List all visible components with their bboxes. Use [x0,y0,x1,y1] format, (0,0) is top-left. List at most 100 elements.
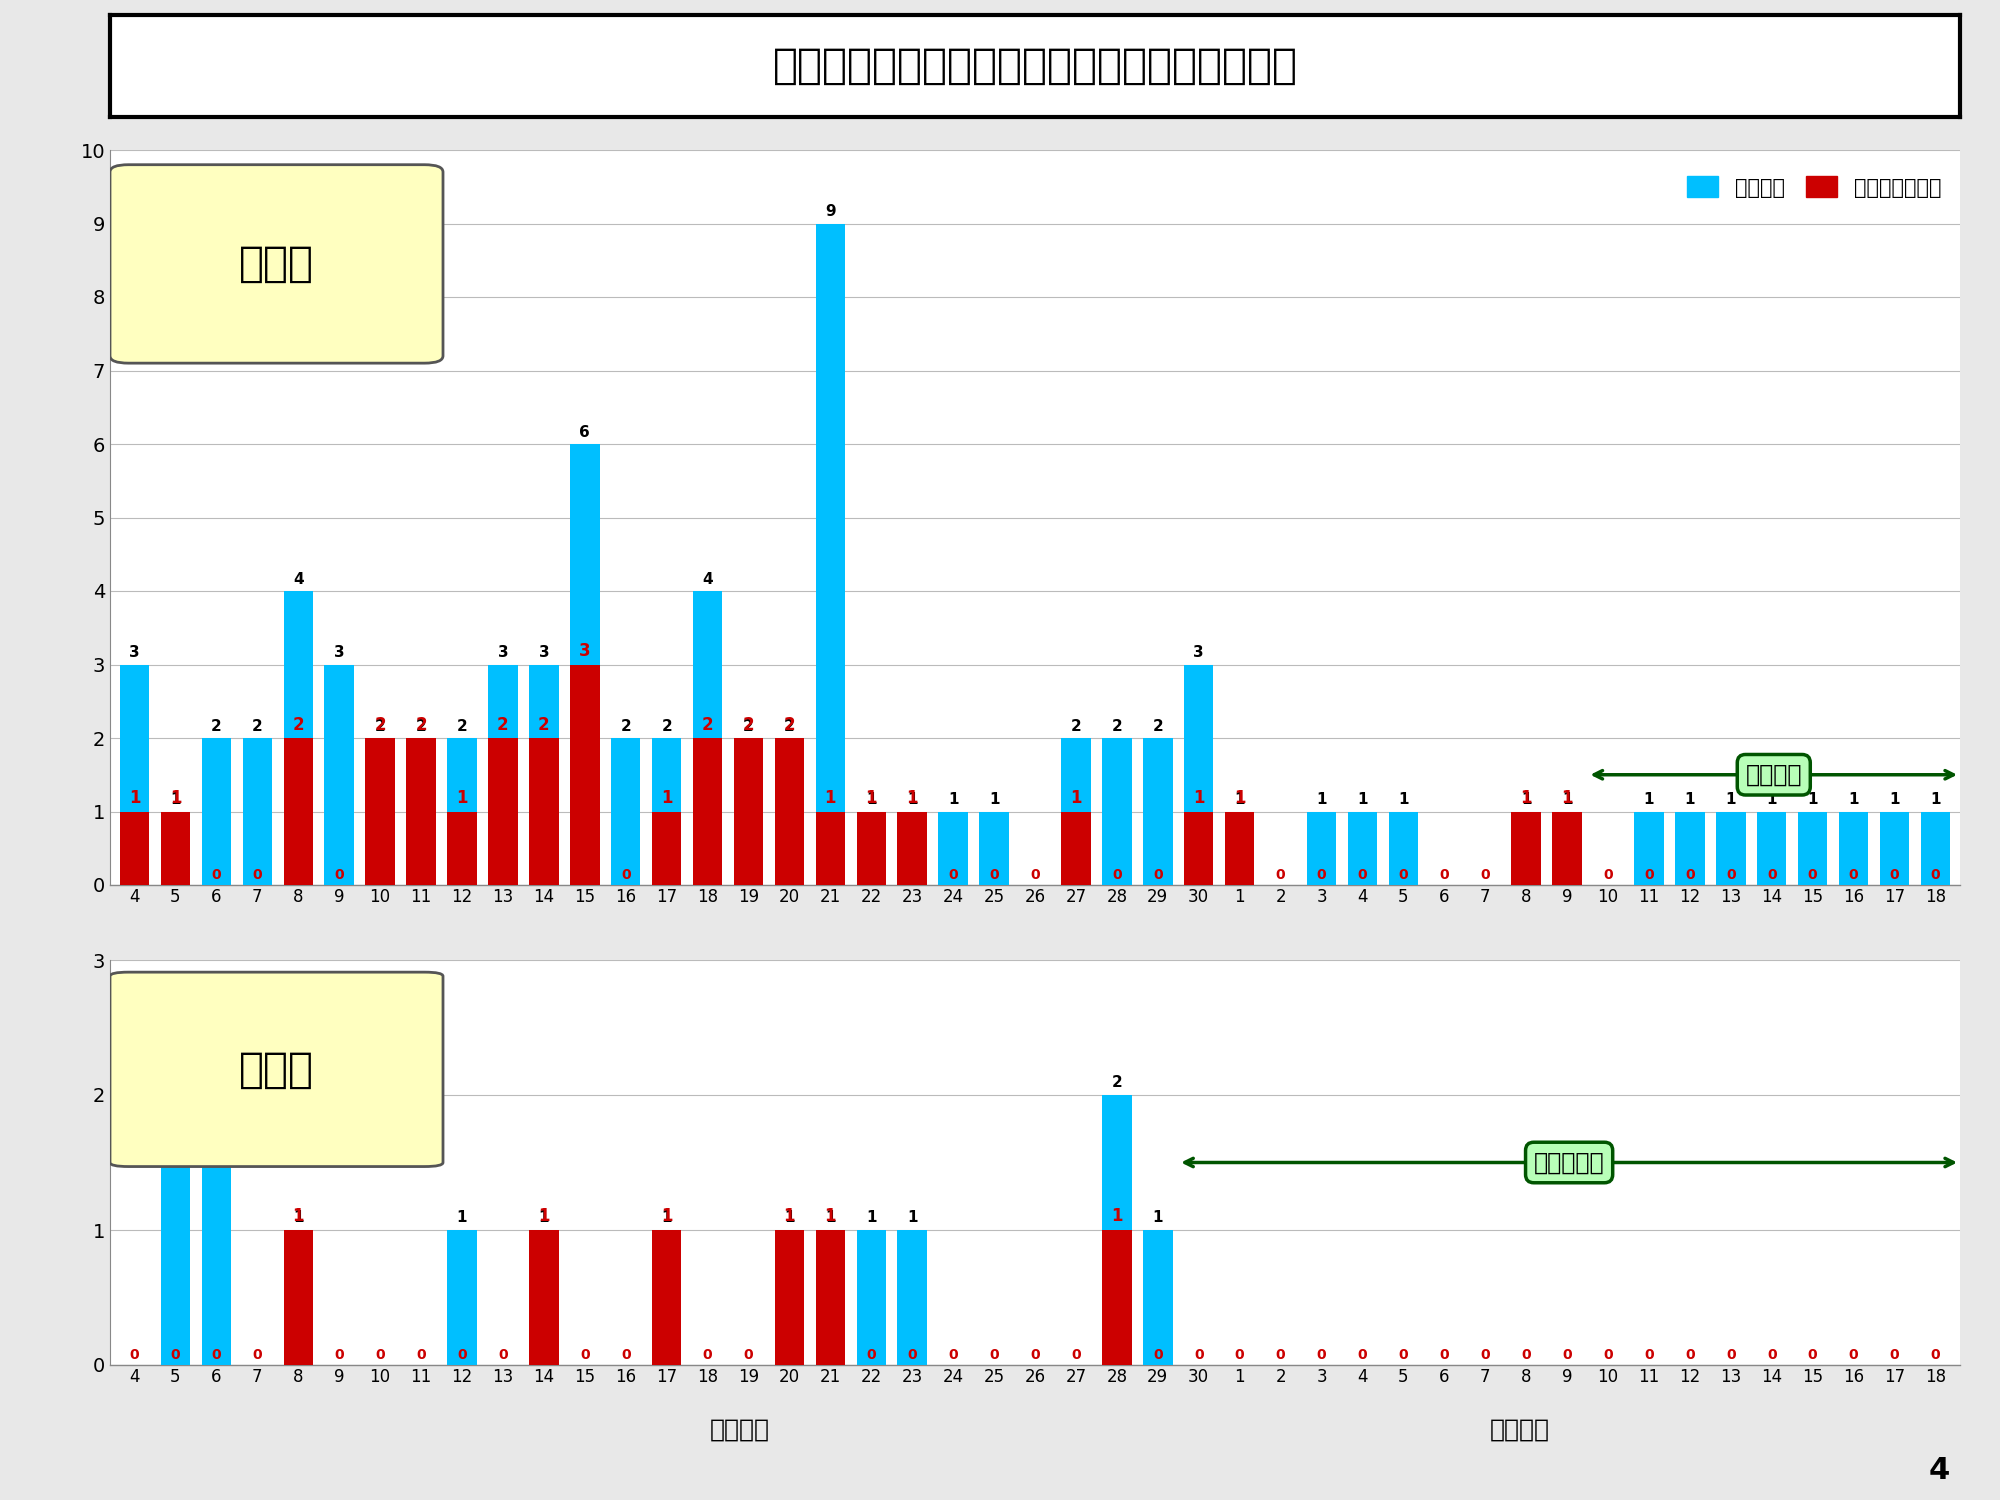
Text: 1: 1 [1644,792,1654,807]
Text: 0: 0 [948,868,958,882]
Text: 1: 1 [1152,1209,1164,1224]
Text: 1: 1 [784,1206,796,1224]
Bar [1184,664,1214,885]
Bar [774,1230,804,1365]
Bar [570,444,600,885]
Text: 9: 9 [826,204,836,219]
Text: 1: 1 [906,1209,918,1224]
Text: 1: 1 [1070,789,1082,807]
Text: 2: 2 [1112,1074,1122,1089]
Bar [1512,812,1540,885]
Text: 1: 1 [1726,792,1736,807]
Bar [120,812,150,885]
Text: 1: 1 [1316,792,1326,807]
Text: 0: 0 [1398,1347,1408,1362]
Text: 0: 0 [1030,1347,1040,1362]
Text: 1: 1 [906,792,918,807]
Text: 0: 0 [1398,868,1408,882]
Bar [856,812,886,885]
Text: 0: 0 [1686,1347,1694,1362]
Text: 0: 0 [170,1347,180,1362]
Text: 3: 3 [498,645,508,660]
Text: 2: 2 [742,716,754,734]
Text: 1: 1 [1520,792,1532,807]
Bar [816,1230,846,1365]
Text: 0: 0 [334,1347,344,1362]
Text: 0: 0 [416,1347,426,1362]
Bar [488,738,518,885]
Text: 0: 0 [1766,868,1776,882]
Text: 0: 0 [1316,868,1326,882]
Text: 1: 1 [784,1209,794,1224]
Bar [652,1230,682,1365]
Text: 0: 0 [1358,868,1368,882]
Text: 1: 1 [1112,1206,1122,1224]
Text: 2: 2 [620,718,632,734]
Text: 0: 0 [1766,1347,1776,1362]
Bar [284,738,314,885]
Text: ４　　月: ４ 月 [710,1418,770,1442]
Bar [406,738,436,885]
Text: 1: 1 [866,789,878,807]
Text: 0: 0 [252,868,262,882]
Bar [1512,812,1540,885]
Text: 0: 0 [1890,1347,1900,1362]
Bar [1184,812,1214,885]
Bar [1552,812,1582,885]
Bar [1062,738,1090,885]
Text: 1: 1 [1398,792,1408,807]
Bar [938,812,968,885]
Text: 1: 1 [538,1206,550,1224]
Text: 1: 1 [292,1206,304,1224]
Text: 2: 2 [170,1074,180,1089]
Text: 2: 2 [784,716,796,734]
Text: 0: 0 [1234,1347,1244,1362]
Bar [774,738,804,885]
Text: 0: 0 [908,1347,918,1362]
Text: 6: 6 [580,424,590,439]
Bar [242,738,272,885]
Text: 1: 1 [824,789,836,807]
Text: ５　　月: ５ 月 [1490,1418,1550,1442]
Bar [324,664,354,885]
Text: 2: 2 [212,718,222,734]
Bar [1306,812,1336,885]
Text: 2: 2 [1070,718,1082,734]
Text: 1: 1 [906,789,918,807]
Text: 0: 0 [1276,868,1286,882]
Bar [652,1230,682,1365]
Text: 0: 0 [1480,868,1490,882]
Bar [530,1230,558,1365]
Bar [120,664,150,885]
Text: ９日連続: ９日連続 [1746,762,1802,786]
Bar [160,812,190,885]
Text: 0: 0 [1358,1347,1368,1362]
Bar [160,812,190,885]
Bar [1348,812,1378,885]
Text: 1: 1 [866,792,876,807]
Text: 2: 2 [784,718,794,734]
Text: 0: 0 [1152,868,1162,882]
Text: 0: 0 [1808,1347,1818,1362]
Bar [406,738,436,885]
Text: 4: 4 [292,572,304,586]
Text: 0: 0 [1440,868,1450,882]
Text: 2: 2 [498,716,508,734]
Text: 1: 1 [1520,789,1532,807]
Text: 1: 1 [170,789,182,807]
Text: 2: 2 [252,718,262,734]
Text: 2: 2 [456,718,468,734]
Text: 2: 2 [374,716,386,734]
Text: 1: 1 [1930,792,1940,807]
Bar [610,738,640,885]
Bar [1102,1230,1132,1365]
Bar [488,664,518,885]
Legend: 感染者数, 感染経路不明数: 感染者数, 感染経路不明数 [1678,168,1950,206]
Text: 2: 2 [744,718,754,734]
Text: 0: 0 [744,1347,754,1362]
Text: 2: 2 [1152,718,1164,734]
Text: 1: 1 [826,1209,836,1224]
Bar [202,738,232,885]
Text: 1: 1 [1192,789,1204,807]
Text: 0: 0 [498,1347,508,1362]
